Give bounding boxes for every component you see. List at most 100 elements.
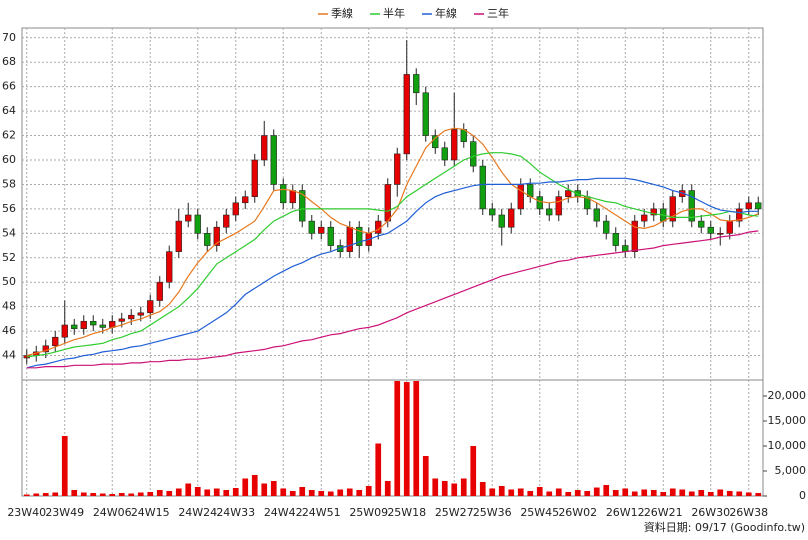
- footer: 資料日期: 09/17 (Goodinfo.tw): [644, 520, 805, 534]
- volume-bar: [517, 488, 524, 496]
- volume-bar: [736, 491, 743, 496]
- volume-bar: [641, 489, 648, 496]
- legend-label: 年線: [435, 6, 457, 20]
- x-tick-label: 24W42: [264, 506, 303, 519]
- volume-bar: [422, 456, 429, 496]
- x-tick-label: 25W36: [473, 506, 512, 519]
- volume-bar: [99, 493, 106, 496]
- candle-body: [71, 324, 78, 329]
- volume-bar: [204, 489, 211, 496]
- candle-body: [384, 184, 391, 222]
- candle-body: [52, 336, 59, 347]
- y-tick-label: 58: [2, 177, 16, 190]
- candle-body: [403, 74, 410, 155]
- x-tick-label: 26W38: [729, 506, 768, 519]
- volume-bar: [460, 478, 467, 496]
- y-tick-label: 70: [2, 31, 16, 44]
- volume-bar: [261, 483, 268, 496]
- candle-body: [688, 190, 695, 222]
- volume-bar: [61, 436, 68, 496]
- x-tick-label: 25W45: [520, 506, 559, 519]
- y-tick-label: 48: [2, 300, 16, 313]
- volume-bar: [498, 486, 505, 496]
- volume-bar: [80, 492, 87, 496]
- volume-bar: [213, 488, 220, 496]
- candle-body: [641, 214, 648, 222]
- y-tick-label: 64: [2, 104, 16, 117]
- volume-bar: [52, 492, 59, 496]
- volume-bar: [128, 493, 135, 496]
- candle-body: [612, 233, 619, 246]
- volume-bar: [555, 488, 562, 496]
- volume-bar: [536, 487, 543, 496]
- volume-bar: [403, 382, 410, 496]
- volume-bar: [194, 487, 201, 496]
- y-tick-label: 68: [2, 55, 16, 68]
- volume-bar: [593, 487, 600, 496]
- volume-bar: [175, 488, 182, 496]
- volume-bar: [527, 491, 534, 496]
- candle-body: [128, 314, 135, 320]
- y-tick-label: 46: [2, 324, 16, 337]
- candle-body: [308, 220, 315, 234]
- candle-body: [318, 226, 325, 234]
- volume-tick-label: 5,000: [775, 464, 807, 477]
- candle-body: [555, 196, 562, 216]
- x-tick-label: 26W12: [606, 506, 645, 519]
- volume-bar: [603, 485, 610, 496]
- volume-bar: [650, 490, 657, 496]
- volume-bar: [118, 493, 125, 496]
- volume-bar: [280, 488, 287, 496]
- candle-body: [726, 220, 733, 234]
- x-tick-label: 26W30: [691, 506, 730, 519]
- candle-body: [242, 196, 249, 204]
- candle-body: [631, 220, 638, 252]
- candle-body: [270, 135, 277, 185]
- volume-bar: [251, 475, 258, 496]
- volume-bar: [584, 491, 591, 496]
- volume-bar: [546, 491, 553, 496]
- volume-bar: [631, 491, 638, 496]
- candle-body: [90, 321, 97, 326]
- x-tick-label: 25W18: [387, 506, 426, 519]
- volume-bar: [109, 494, 116, 496]
- candle-body: [498, 214, 505, 228]
- candle-body: [546, 208, 553, 216]
- candle-body: [565, 190, 572, 197]
- candle-body: [470, 141, 477, 167]
- volume-bar: [755, 493, 762, 496]
- volume-bar: [71, 490, 78, 496]
- candle-body: [156, 281, 163, 301]
- y-tick-label: 56: [2, 202, 16, 215]
- candle-body: [394, 153, 401, 185]
- volume-panel: [21, 379, 764, 497]
- x-tick-label: 24W06: [93, 506, 132, 519]
- ma-line: [26, 230, 759, 369]
- volume-bar: [365, 486, 372, 496]
- x-tick-label: 24W24: [178, 506, 217, 519]
- y-tick-label: 50: [2, 275, 16, 288]
- candle-body: [175, 220, 182, 252]
- candle-body: [489, 208, 496, 216]
- volume-bar: [479, 482, 486, 496]
- candle-body: [650, 208, 657, 216]
- volume-bar: [289, 491, 296, 496]
- candle-body: [422, 92, 429, 136]
- volume-bar: [679, 489, 686, 496]
- x-tick-label: 24W15: [131, 506, 170, 519]
- volume-bar: [232, 488, 239, 496]
- candle-body: [80, 321, 87, 329]
- volume-bar: [327, 491, 334, 496]
- candle-body: [118, 318, 125, 322]
- candle-body: [137, 312, 144, 316]
- volume-bar: [612, 490, 619, 496]
- volume-bar: [223, 490, 230, 496]
- volume-bar: [726, 491, 733, 496]
- x-tick-label: 23W40: [7, 506, 46, 519]
- candle-body: [536, 196, 543, 210]
- volume-tick-label: 10,000: [768, 439, 807, 452]
- volume-bar: [565, 492, 572, 496]
- volume-bar: [33, 493, 40, 496]
- volume-bar: [166, 491, 173, 496]
